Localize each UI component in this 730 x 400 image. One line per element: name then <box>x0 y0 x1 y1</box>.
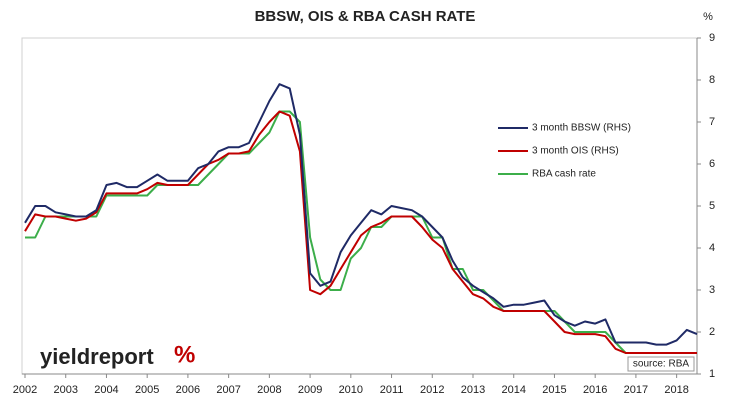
source: source: RBA <box>633 359 689 370</box>
source-box <box>627 356 695 372</box>
y2-tick-label: 7 <box>709 116 715 128</box>
x-tick-label: 2015 <box>542 384 566 396</box>
x-tick-label: 2018 <box>664 384 688 396</box>
x-tick-label: 2011 <box>380 384 404 396</box>
y2-tick-label: 8 <box>709 74 715 86</box>
legend-label: 3 month OIS (RHS) <box>532 146 619 157</box>
x-tick-label: 2017 <box>624 384 648 396</box>
legend-label: RBA cash rate <box>532 169 596 180</box>
axis-unit: % <box>703 11 713 23</box>
y2-tick-label: 9 <box>709 32 715 44</box>
series-line <box>25 110 697 354</box>
x-tick-label: 2014 <box>501 384 525 396</box>
y2-tick-label: 1 <box>709 368 715 380</box>
x-tick-label: 2016 <box>583 384 607 396</box>
x-tick-label: 2013 <box>461 384 485 396</box>
x-tick-label: 2004 <box>94 384 118 396</box>
series-line <box>24 110 697 354</box>
legend-label: 3 month BBSW (RHS) <box>532 123 631 134</box>
x-tick-label: 2006 <box>176 384 200 396</box>
x-tick-label: 2005 <box>135 384 159 396</box>
y2-tick-label: 3 <box>709 284 715 296</box>
x-tick-label: 2012 <box>420 384 444 396</box>
x-tick-label: 2008 <box>257 384 281 396</box>
y2-tick-label: 2 <box>709 326 715 338</box>
series-line <box>24 83 698 346</box>
logo: yieldreport <box>40 344 154 369</box>
x-tick-label: 2003 <box>53 384 77 396</box>
x-tick-label: 2007 <box>216 384 240 396</box>
chart-title: BBSW, OIS & RBA CASH RATE <box>255 8 476 25</box>
x-tick-label: 2009 <box>298 384 322 396</box>
x-tick-label: 2010 <box>339 384 363 396</box>
logo-mark: % <box>174 341 195 368</box>
y2-tick-label: 5 <box>709 200 715 212</box>
x-tick-label: 2002 <box>13 384 37 396</box>
y2-tick-label: 6 <box>709 158 715 170</box>
y2-tick-label: 4 <box>709 242 715 254</box>
